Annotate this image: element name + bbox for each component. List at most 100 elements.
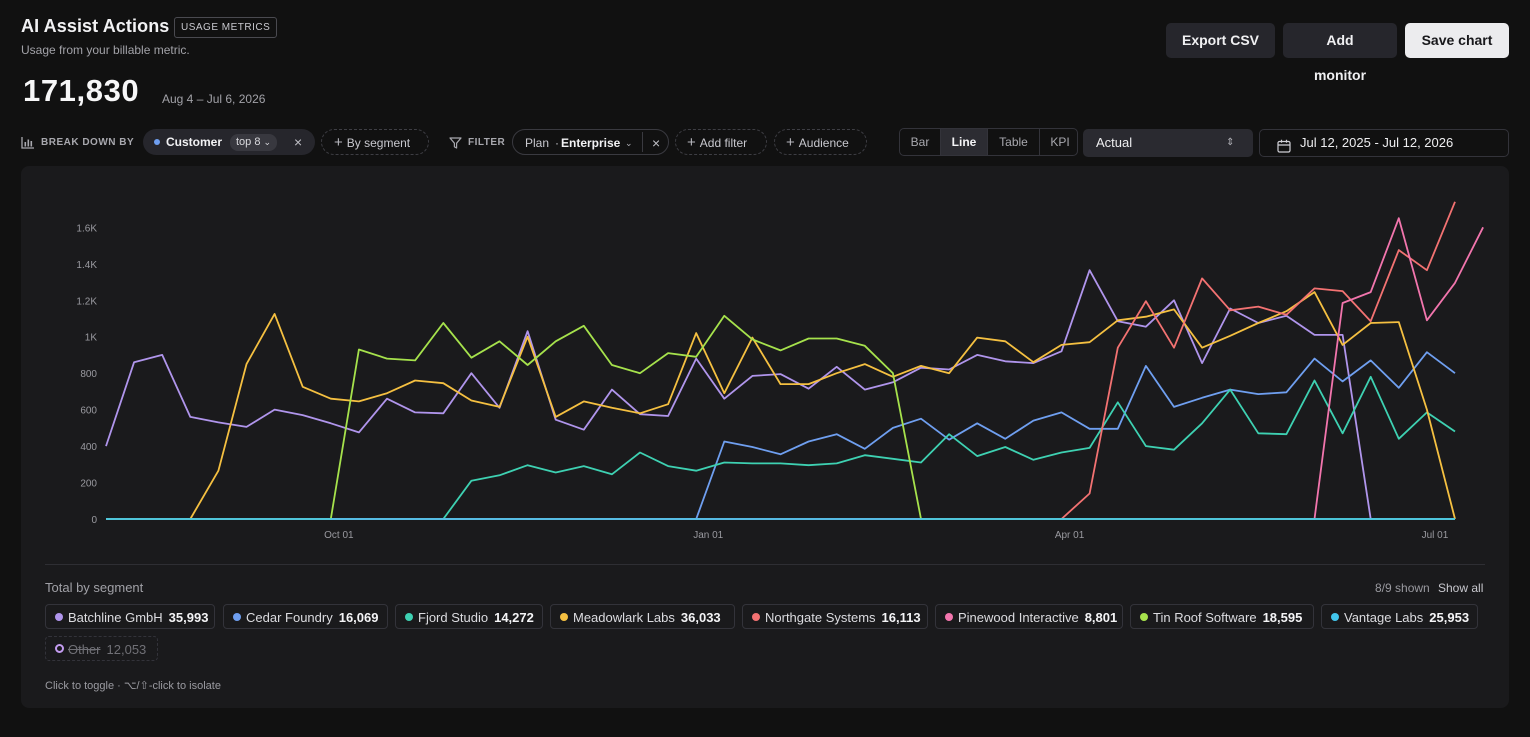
legend-item-name: Batchline GmbH: [68, 610, 163, 625]
series-line-batchline-gmbh[interactable]: [105, 269, 1455, 520]
plus-icon: +: [786, 134, 795, 151]
y-tick-label: 1.4K: [76, 260, 97, 271]
legend-item[interactable]: Vantage Labs 25,953: [1321, 604, 1478, 629]
x-tick-label: Apr 01: [1055, 530, 1085, 541]
view-switcher[interactable]: Bar Line Table KPI: [899, 128, 1078, 156]
y-tick-label: 600: [80, 406, 97, 417]
calendar-icon: [1277, 136, 1291, 162]
y-tick-label: 400: [80, 442, 97, 453]
series-line-pinewood-interactive[interactable]: [106, 217, 1484, 520]
chart-panel: [21, 166, 1509, 708]
legend-dot-icon: [233, 613, 241, 621]
x-tick-label: Jul 01: [1422, 530, 1449, 541]
line-chart[interactable]: 0 200 400 600 800 1K 1.2K 1.4K 1.6K Oct 01 Jan 01…: [0, 0, 1530, 560]
total-value: 171,830: [23, 73, 140, 108]
y-tick-label: 200: [80, 479, 97, 490]
filter-value: Enterprise: [561, 136, 621, 150]
show-all-link[interactable]: Show all: [1438, 581, 1484, 595]
legend-item-name: Vantage Labs: [1344, 610, 1424, 625]
audience-button[interactable]: + Audience: [774, 129, 867, 155]
audience-label: Audience: [798, 136, 849, 150]
legend-item[interactable]: Fjord Studio 14,272: [395, 604, 543, 629]
view-kpi-tab[interactable]: KPI: [1050, 135, 1070, 149]
view-line-tab[interactable]: Line: [941, 129, 988, 155]
plus-icon: +: [334, 134, 343, 151]
value-mode-label: Actual: [1096, 135, 1133, 150]
legend-item[interactable]: Cedar Foundry 16,069: [223, 604, 388, 629]
legend-item-value: 16,069: [338, 610, 379, 625]
legend-item-name: Meadowlark Labs: [573, 610, 675, 625]
y-tick-label: 1K: [85, 333, 98, 344]
add-filter-label: Add filter: [699, 136, 748, 150]
legend-item-value: 8,801: [1084, 610, 1118, 625]
value-mode-select[interactable]: Actual ⇕: [1083, 129, 1253, 157]
series-line-meadowlark-labs[interactable]: [106, 291, 1456, 520]
legend-item-value: 18,595: [1262, 610, 1303, 625]
legend-item[interactable]: Other 12,053: [45, 636, 158, 661]
filter-icon: [449, 136, 462, 154]
series-line-northgate-systems[interactable]: [106, 201, 1456, 520]
by-segment-label: By segment: [346, 136, 411, 150]
filter-plan-chip[interactable]: Plan · Enterprise ⌄ ×: [512, 129, 669, 155]
customer-dot-icon: [154, 139, 160, 145]
legend-item[interactable]: Northgate Systems 16,113: [742, 604, 928, 629]
legend-item-value: 14,272: [494, 610, 534, 625]
plus-icon: +: [687, 134, 696, 151]
clear-breakdown-icon[interactable]: ×: [294, 134, 303, 150]
legend-item-name: Fjord Studio: [418, 610, 489, 625]
legend-dot-icon: [55, 613, 63, 621]
metric-type-tag: USAGE METRICS: [174, 17, 278, 38]
series-line-fjord-studio[interactable]: [106, 375, 1456, 520]
legend-item-name: Other: [68, 642, 101, 657]
legend-dot-icon: [752, 613, 760, 621]
add-filter-button[interactable]: + Add filter: [675, 129, 767, 155]
filter-label: FILTER: [468, 137, 506, 148]
legend-item-value: 16,113: [881, 610, 921, 625]
x-tick-label: Oct 01: [324, 530, 354, 541]
remove-filter-icon[interactable]: ×: [652, 135, 661, 151]
legend-item-value: 12,053: [106, 642, 147, 657]
view-table-tab[interactable]: Table: [988, 129, 1040, 155]
save-chart-button[interactable]: Save chart: [1405, 23, 1509, 58]
x-tick-label: Jan 01: [693, 530, 723, 541]
breakdown-pill[interactable]: Customer top 8 ⌄ ×: [143, 129, 315, 155]
view-bar-tab[interactable]: Bar: [900, 129, 941, 155]
legend-item[interactable]: Pinewood Interactive 8,801: [935, 604, 1123, 629]
date-range-picker[interactable]: Jul 12, 2025 - Jul 12, 2026: [1259, 129, 1509, 157]
legend-dot-icon: [405, 613, 413, 621]
legend-item-value: 25,953: [1429, 610, 1470, 625]
page-subtitle: Usage from your billable metric.: [21, 43, 190, 57]
legend-dot-icon: [945, 613, 953, 621]
chevron-down-icon: ⌄: [625, 138, 633, 148]
up-down-chevron-icon: ⇕: [1226, 137, 1235, 148]
legend-item-name: Cedar Foundry: [246, 610, 333, 625]
legend-item[interactable]: Tin Roof Software 18,595: [1130, 604, 1314, 629]
legend-shown-count: 8/9 shown: [1375, 581, 1430, 595]
total-range: Aug 4 – Jul 6, 2026: [162, 92, 266, 106]
legend-dot-icon: [1331, 613, 1339, 621]
legend-dot-icon: [55, 644, 64, 653]
date-range-label: Jul 12, 2025 - Jul 12, 2026: [1300, 135, 1454, 150]
y-tick-label: 1.2K: [76, 296, 97, 307]
chart-bars-icon: [21, 136, 35, 154]
legend-dot-icon: [1140, 613, 1148, 621]
top-n-chip[interactable]: top 8 ⌄: [230, 134, 278, 151]
y-tick-label: 0: [91, 515, 97, 526]
legend-item-name: Tin Roof Software: [1153, 610, 1257, 625]
series-line-cedar-foundry[interactable]: [106, 351, 1456, 520]
chip-divider: [642, 132, 643, 152]
legend-hint: Click to toggle · ⌥/⇧-click to isolate: [45, 680, 221, 692]
export-csv-button[interactable]: Export CSV: [1166, 23, 1275, 58]
legend-item[interactable]: Meadowlark Labs 36,033: [550, 604, 735, 629]
legend-dot-icon: [560, 613, 568, 621]
legend-item-name: Pinewood Interactive: [958, 610, 1079, 625]
add-monitor-button[interactable]: Add monitor: [1283, 23, 1397, 83]
legend-item[interactable]: Batchline GmbH 35,993: [45, 604, 215, 629]
legend-item-value: 36,033: [680, 610, 721, 625]
by-segment-button[interactable]: + By segment: [321, 129, 429, 155]
breakdown-label: BREAK DOWN BY: [41, 137, 135, 148]
legend-item-value: 35,993: [168, 610, 209, 625]
y-tick-label: 1.6K: [76, 223, 97, 234]
chart-divider: [45, 564, 1485, 565]
y-tick-label: 800: [80, 369, 97, 380]
